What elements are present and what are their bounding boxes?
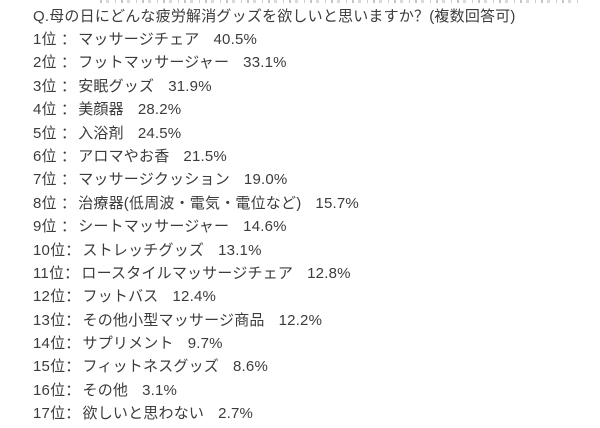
item-percentage: 12.2% [278, 311, 323, 329]
colon-separator: ： [65, 311, 81, 329]
rank-label: 12位 [33, 288, 66, 306]
ranking-item: 8位：治療器(低周波・電気・電位など) 15.7% [33, 192, 590, 215]
rank-label: 16位 [33, 381, 66, 399]
rank-label: 15位 [33, 358, 66, 376]
rank-label: 10位 [33, 241, 66, 259]
ranking-item: 5位：入浴剤 24.5% [33, 122, 590, 145]
cropped-text-remnant [100, 0, 580, 3]
item-label: ストレッチグッズ [82, 241, 205, 259]
item-percentage: 31.9% [168, 77, 212, 95]
item-percentage: 24.5% [137, 124, 182, 142]
rank-label: 17位 [33, 405, 66, 423]
colon-separator: ： [65, 381, 81, 399]
ranking-item: 15位： フィットネスグッズ 8.6% [33, 355, 590, 378]
item-label: フットバス [82, 288, 159, 306]
ranking-item: 10位： ストレッチグッズ 13.1% [33, 239, 590, 262]
item-percentage: 12.8% [307, 264, 351, 282]
ranking-item: 7位：マッサージクッション 19.0% [33, 168, 590, 191]
rank-label: 6位 [33, 147, 57, 165]
item-percentage: 19.0% [243, 171, 288, 189]
rank-label: 11位 [33, 264, 65, 282]
item-percentage: 8.6% [233, 358, 269, 376]
item-label: 入浴剤 [78, 124, 124, 142]
ranking-item: 17位： 欲しいと思わない 2.7% [33, 402, 590, 425]
colon-separator: ： [65, 288, 81, 306]
colon-separator: ： [65, 335, 81, 353]
item-percentage: 3.1% [142, 381, 178, 399]
colon-separator: ： [65, 358, 81, 376]
item-label: 治療器(低周波・電気・電位など) [78, 194, 302, 212]
item-percentage: 12.4% [172, 288, 217, 306]
colon-separator: ： [61, 101, 77, 119]
item-label: シートマッサージャー [78, 218, 230, 236]
rank-label: 4位 [33, 101, 57, 119]
ranking-item: 9位：シートマッサージャー 14.6% [33, 215, 590, 238]
colon-separator: ： [61, 124, 77, 142]
ranking-item: 16位： その他 3.1% [33, 379, 590, 402]
ranking-item: 14位： サプリメント 9.7% [33, 332, 590, 355]
colon-separator: ： [61, 218, 77, 236]
rank-label: 8位 [33, 194, 57, 212]
item-percentage: 33.1% [243, 54, 287, 72]
rank-label: 13位 [33, 311, 66, 329]
item-label: マッサージチェア [78, 31, 200, 48]
item-label: その他 [82, 381, 129, 399]
ranking-item: 2位：フットマッサージャー 33.1% [33, 51, 590, 74]
colon-separator: ： [61, 77, 77, 95]
colon-separator: ： [61, 194, 77, 212]
item-label: アロマやお香 [78, 147, 170, 165]
item-percentage: 28.2% [137, 101, 182, 119]
item-percentage: 15.7% [315, 194, 359, 212]
rank-label: 7位 [33, 171, 57, 189]
ranking-list: 1位：マッサージチェア 40.5% 2位：フットマッサージャー 33.1% 3位：安… [33, 28, 590, 426]
colon-separator: ： [64, 264, 80, 282]
item-label: 安眠グッズ [78, 77, 155, 95]
colon-separator: ： [65, 405, 81, 423]
item-percentage: 9.7% [187, 335, 223, 353]
item-label: サプリメント [82, 335, 174, 353]
ranking-item: 3位：安眠グッズ 31.9% [33, 75, 590, 98]
item-label: フィットネスグッズ [82, 358, 220, 376]
ranking-item: 6位：アロマやお香 21.5% [33, 145, 590, 168]
item-percentage: 40.5% [213, 31, 258, 48]
ranking-item: 11位： ロースタイルマッサージチェア 12.8% [33, 262, 590, 285]
item-percentage: 21.5% [183, 147, 227, 165]
colon-separator: ： [65, 241, 81, 259]
item-percentage: 14.6% [243, 218, 287, 236]
item-label: マッサージクッション [78, 171, 230, 189]
colon-separator: ： [61, 54, 77, 72]
item-label: 美顔器 [78, 101, 124, 119]
item-label: ロースタイルマッサージチェア [81, 264, 294, 282]
ranking-item: 12位： フットバス 12.4% [33, 285, 590, 308]
rank-label: 2位 [33, 54, 57, 72]
rank-label: 5位 [33, 124, 57, 142]
ranking-item: 13位： その他小型マッサージ商品 12.2% [33, 309, 590, 332]
rank-label: 1位 [33, 31, 57, 48]
item-label: その他小型マッサージ商品 [82, 311, 265, 329]
ranking-item: 4位：美顔器 28.2% [33, 98, 590, 121]
item-label: 欲しいと思わない [82, 405, 205, 423]
rank-label: 3位 [33, 77, 57, 95]
rank-label: 14位 [33, 335, 66, 353]
colon-separator: ： [61, 147, 77, 165]
ranking-item: 1位：マッサージチェア 40.5% [33, 28, 590, 51]
survey-question: Q.母の日にどんな疲労解消グッズを欲しいと思いますか？(複数回答可) [33, 8, 516, 25]
colon-separator: ： [61, 31, 77, 48]
item-percentage: 13.1% [218, 241, 262, 259]
survey-content: Q.母の日にどんな疲労解消グッズを欲しいと思いますか？(複数回答可) 1位：マッ… [33, 5, 590, 426]
rank-label: 9位 [33, 218, 57, 236]
item-percentage: 2.7% [218, 405, 254, 423]
colon-separator: ： [61, 171, 77, 189]
item-label: フットマッサージャー [78, 54, 230, 72]
